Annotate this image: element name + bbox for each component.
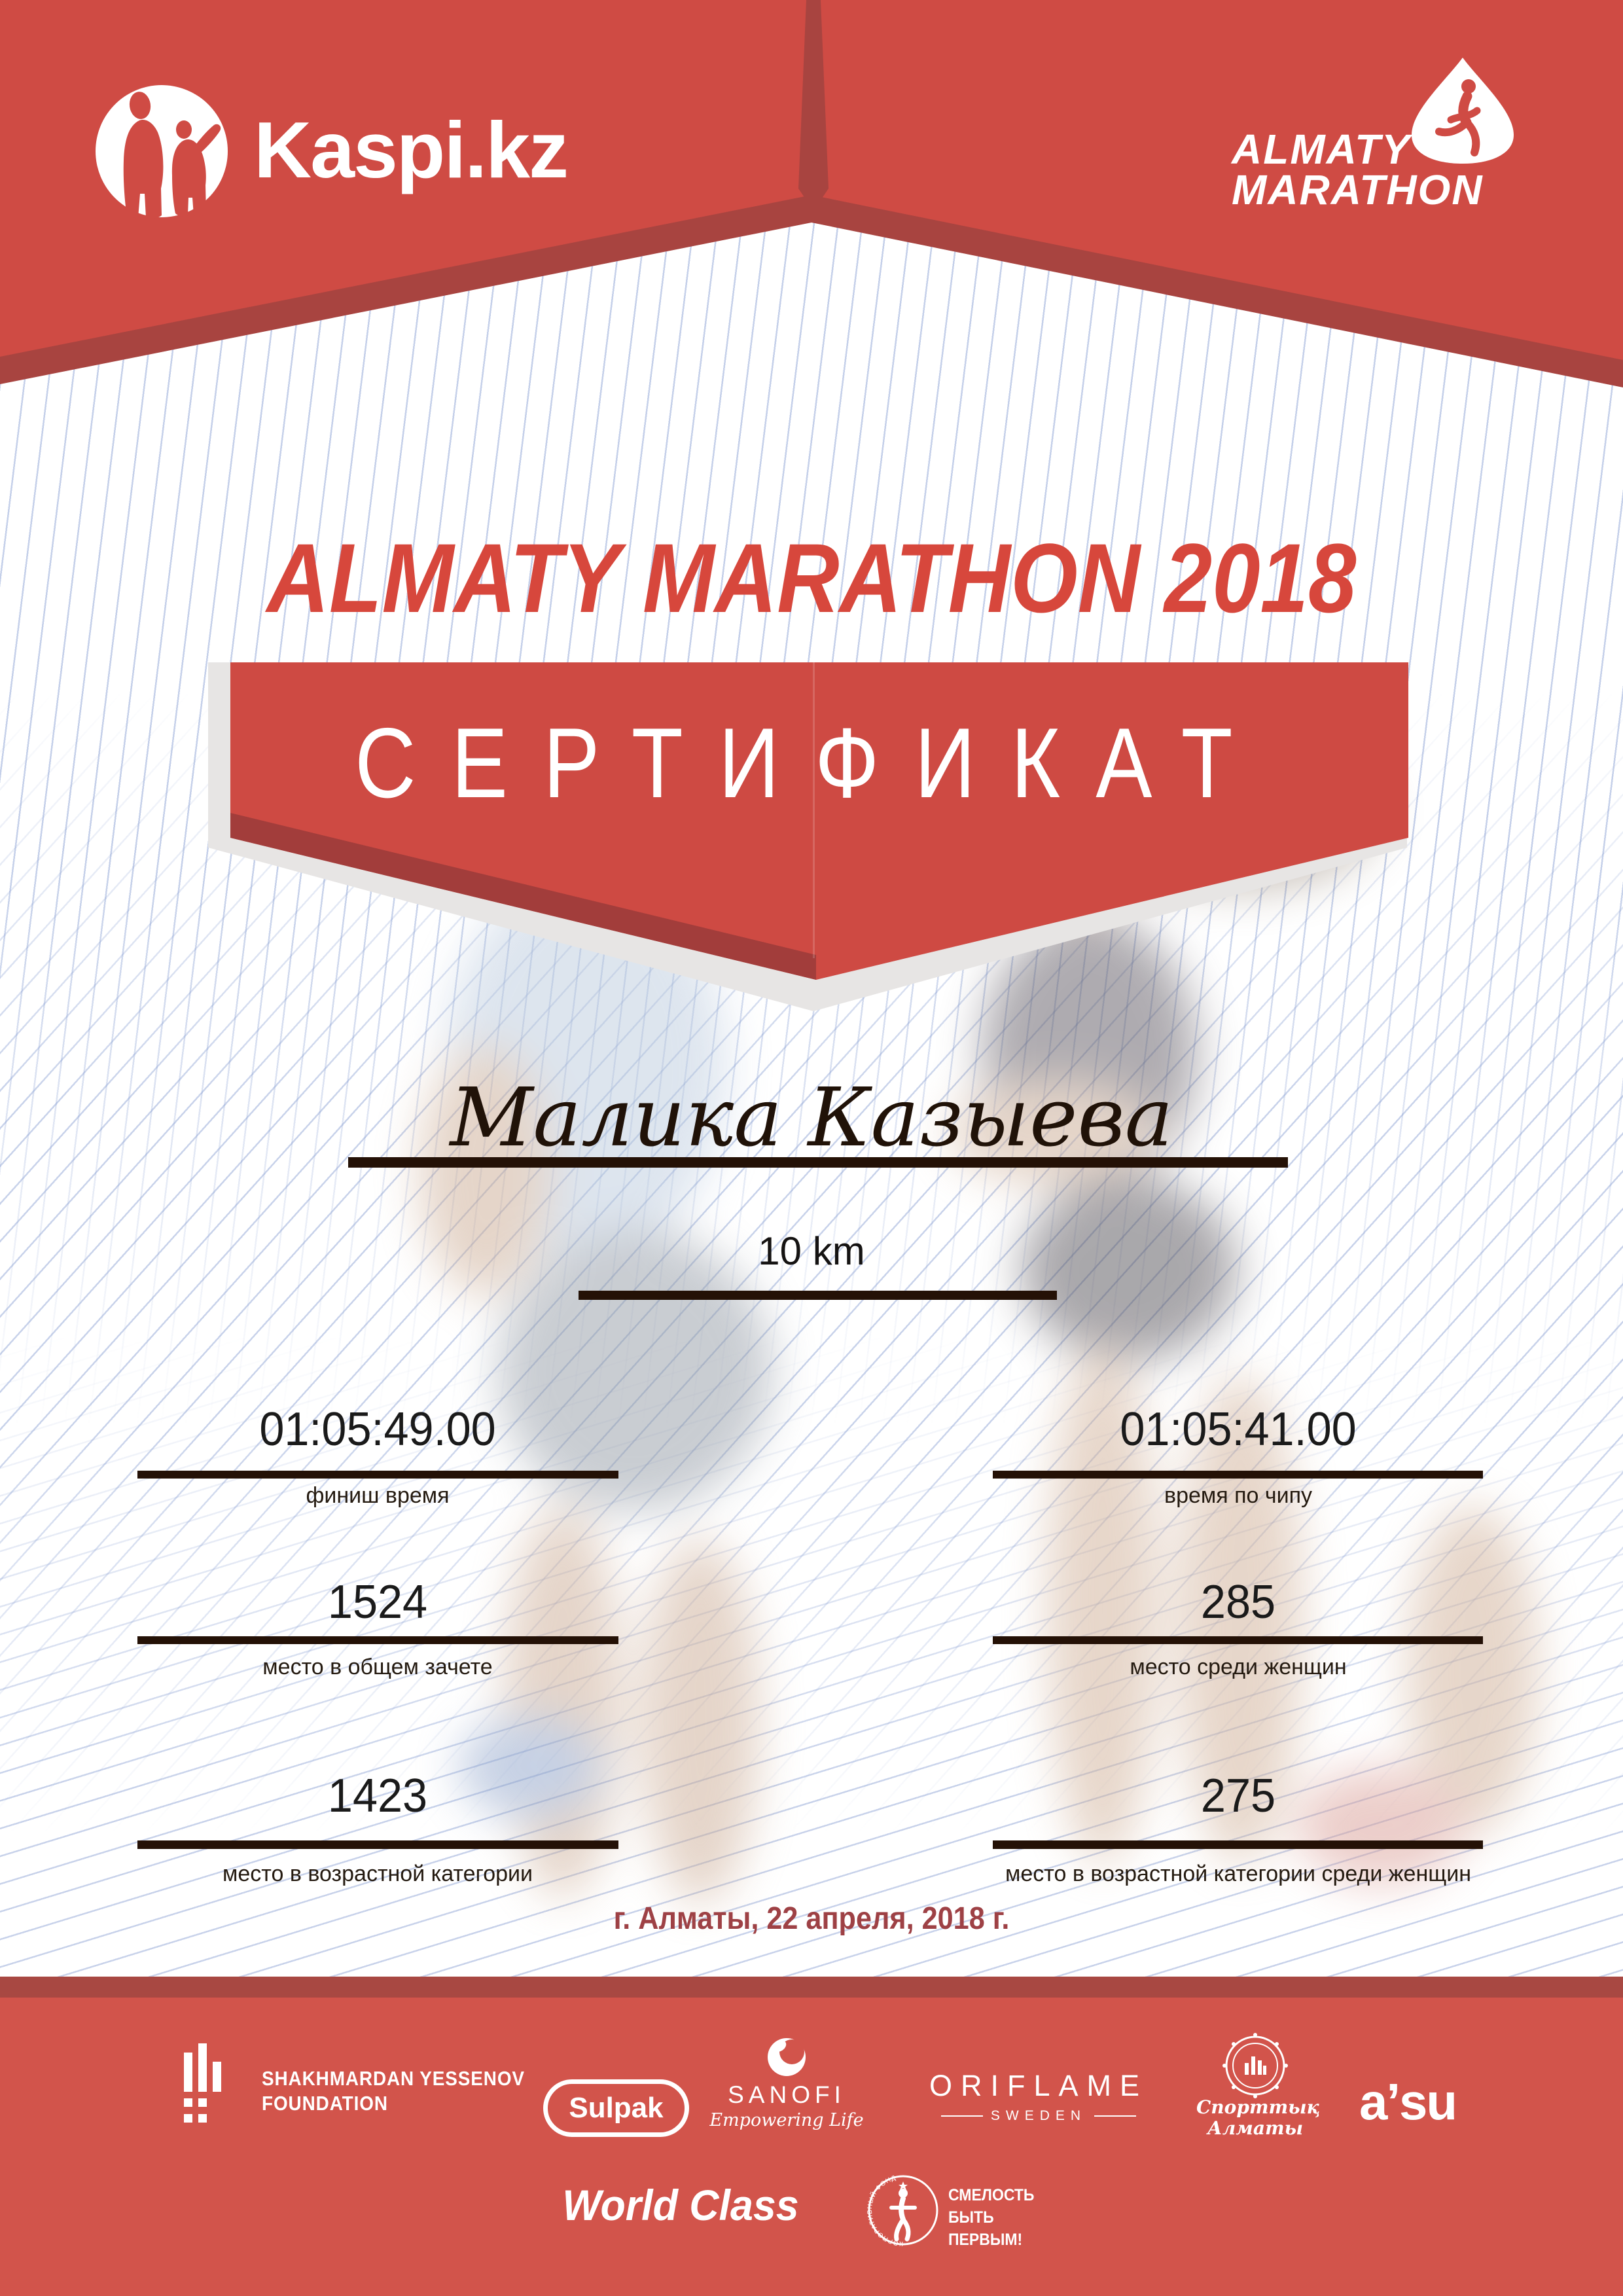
age-category-place-label: место в возрастной категории (223, 1861, 533, 1886)
oriflame-sweden-line: SWEDEN (927, 2109, 1150, 2123)
fund-motto-line2: БЫТЬ (948, 2208, 994, 2227)
fund-motto-line1: СМЕЛОСТЬ (948, 2186, 1035, 2204)
name-underline (348, 1157, 1288, 1168)
chip-time-value: 01:05:41.00 (1120, 1403, 1357, 1456)
stat-rule (137, 1636, 618, 1644)
yessenov-foundation-icon (184, 2043, 221, 2123)
women-age-category-place-value: 275 (1200, 1770, 1276, 1822)
women-place-value: 285 (1200, 1576, 1276, 1628)
overall-place-label: место в общем зачете (262, 1655, 493, 1679)
kaspi-wordmark: Kaspi.kz (254, 105, 569, 194)
sanofi-icon (768, 2038, 806, 2076)
stat-rule (137, 1471, 618, 1479)
race-distance: 10 km (758, 1229, 865, 1273)
distance-underline (579, 1291, 1057, 1300)
asu-wordmark: aʼsu (1359, 2073, 1457, 2130)
recipient-name: Малика Казыева (450, 1071, 1173, 1165)
age-category-place-value: 1423 (327, 1770, 428, 1822)
finish-time-label: финиш время (306, 1483, 450, 1508)
yessenov-foundation-name-line2: FOUNDATION (262, 2092, 388, 2115)
sporttyk-wordmark-line1: Спорттық (1196, 2096, 1320, 2118)
women-age-category-place-label: место в возрастной категории среди женщи… (1005, 1861, 1471, 1886)
sporttyk-almaty-icon (1222, 2033, 1288, 2098)
kaspi-logo-icon (96, 85, 228, 219)
corporate-fund-icon: КОРПОРАТИВНЫЙ ФОНД (866, 2174, 938, 2247)
chip-time-label: время по чипу (1164, 1483, 1312, 1508)
center-fold-needle (798, 0, 829, 211)
world-class-logo: World Class (562, 2181, 799, 2229)
stat-rule (993, 1471, 1483, 1479)
rule-right (1094, 2115, 1137, 2117)
fund-motto-line3: ПЕРВЫМ! (948, 2231, 1023, 2249)
oriflame-wordmark: ORIFLAME (929, 2069, 1149, 2102)
rule-left (940, 2115, 983, 2117)
almaty-marathon-wordmark-line1: ALMATY (1232, 126, 1411, 173)
sanofi-tagline: Empowering Life (709, 2110, 864, 2130)
yessenov-foundation-name-line1: SHAKHMARDAN YESSENOV (262, 2067, 525, 2090)
almaty-marathon-wordmark-line2: MARATHON (1232, 166, 1484, 213)
footer-divider-stripe (0, 1977, 1623, 1998)
stat-rule (993, 1636, 1483, 1644)
overall-place-value: 1524 (327, 1576, 428, 1628)
sporttyk-wordmark-line2: Алматы (1207, 2117, 1304, 2139)
event-date-location: г. Алматы, 22 апреля, 2018 г. (613, 1901, 1010, 1936)
finish-time-value: 01:05:49.00 (259, 1403, 496, 1456)
sulpak-logo: Sulpak (543, 2079, 689, 2137)
sulpak-wordmark: Sulpak (569, 2092, 664, 2124)
almaty-marathon-icon (1412, 58, 1514, 164)
stat-rule (137, 1840, 618, 1849)
sanofi-wordmark: SANOFI (728, 2081, 846, 2108)
certificate-heading: СЕРТИФИКАТ (355, 708, 1268, 819)
footer-sponsor-band (0, 1998, 1623, 2296)
event-title: ALMATY MARATHON 2018 (266, 523, 1357, 633)
header-band (0, 0, 1623, 387)
women-place-label: место среди женщин (1130, 1655, 1347, 1679)
stat-rule (993, 1840, 1483, 1849)
oriflame-sub-label: SWEDEN (990, 2108, 1087, 2123)
certificate-ribbon (208, 662, 1408, 1011)
